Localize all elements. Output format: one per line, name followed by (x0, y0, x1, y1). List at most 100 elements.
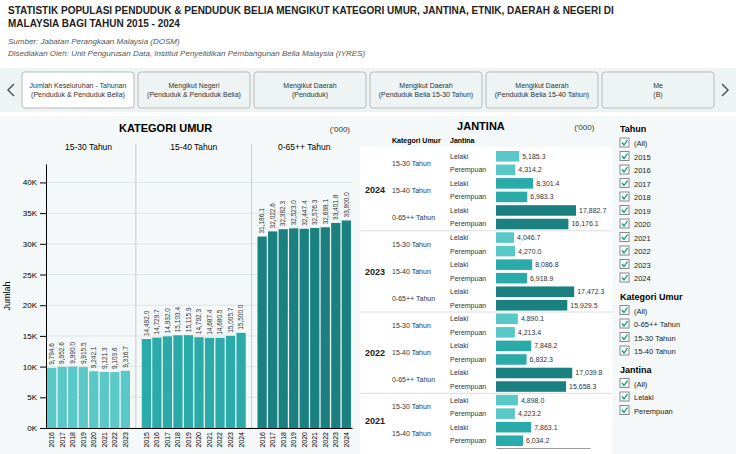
x-tick-label: 2021 (101, 432, 108, 448)
row-label: Lelaki (450, 424, 469, 431)
row-label: Lelaki (450, 207, 469, 214)
nav-tab-label-line: (Penduduk Belia 15-30 Tahun) (379, 91, 473, 99)
bar (496, 368, 572, 379)
subgroup-label: 0-65++ Tahun (392, 376, 435, 383)
bar (89, 371, 98, 428)
y-tick-mark (40, 428, 46, 429)
data-label: 4,270.0 (518, 248, 541, 255)
filter-option: 2021 (634, 234, 651, 243)
checkbox (620, 379, 629, 388)
subgroup-label: 15-40 Tahun (392, 430, 431, 437)
x-tick: 2017 (164, 432, 171, 448)
data-label: 33,800.0 (343, 192, 350, 218)
filter-panel: Tahun(All)201520162017201820192020202120… (612, 116, 736, 454)
group-label: 2022 (365, 348, 385, 358)
group-label: 15-40 Tahun (170, 142, 217, 152)
checkmark (622, 348, 628, 353)
x-tick: 2015 (143, 432, 150, 448)
x-tick: 2019 (80, 432, 87, 448)
bar (496, 178, 533, 189)
bar (496, 286, 574, 297)
x-tick: 2022 (111, 432, 118, 448)
data-label: 6,034.2 (526, 437, 549, 444)
data-label: 15,103.4 (174, 307, 181, 333)
bar (321, 227, 330, 428)
x-tick-label: 2023 (227, 432, 234, 448)
filter-option: 2015 (634, 153, 651, 162)
data-label: 9,121.3 (101, 347, 108, 369)
checkbox (620, 206, 629, 215)
x-tick: 2016 (48, 432, 55, 448)
bar (496, 232, 514, 243)
bar (226, 336, 235, 428)
bar (496, 395, 518, 406)
nav-tab-label: Mengikut Daerah(Penduduk Belia 15-40 Tah… (495, 82, 589, 99)
x-tick-label: 2024 (343, 432, 350, 448)
subgroup-label: 15-40 Tahun (392, 268, 431, 275)
y-tick-mark (40, 305, 46, 306)
checkbox (620, 406, 629, 415)
data-label: 15,115.9 (185, 307, 192, 332)
x-axis: 2016201720182019202020212022202320152016… (47, 429, 353, 448)
y-axis: 0K5K10K15K20K25K30K35K40K (23, 165, 47, 434)
bar (496, 259, 532, 270)
bar (496, 381, 566, 392)
data-label: 8,086.8 (535, 261, 558, 268)
x-tick: 2022 (322, 432, 329, 448)
y-tick-label: 40K (23, 178, 38, 187)
y-axis-title: Jumlah (2, 281, 12, 310)
row-label: Perempuan (450, 166, 486, 174)
data-label: 9,242.1 (90, 346, 97, 368)
bar (496, 435, 523, 446)
x-tick: 2020 (195, 432, 202, 448)
chart-title: KATEGORI UMUR (119, 122, 212, 134)
x-tick: 2020 (301, 432, 308, 448)
bar (496, 246, 515, 257)
subgroup-label: 15-30 Tahun (392, 160, 431, 167)
y-tick: 40K (23, 178, 46, 187)
filter-option: 2018 (634, 193, 651, 202)
filter-option: 15-30 Tahun (634, 334, 676, 343)
data-label: 6,832.3 (530, 356, 553, 363)
y-tick: 10K (23, 363, 46, 372)
row-label: Lelaki (450, 288, 469, 295)
data-label: 6,983.3 (530, 193, 553, 200)
bar (496, 219, 568, 230)
filter-option: 2022 (634, 247, 651, 256)
bar (142, 339, 151, 428)
data-label: 8,301.4 (536, 180, 559, 187)
bar (152, 338, 161, 428)
bar (258, 237, 267, 428)
subgroup-label: 0-65++ Tahun (392, 295, 435, 302)
filter-option: 15-40 Tahun (634, 347, 676, 356)
subgroup-label: 15-30 Tahun (392, 403, 431, 410)
x-tick: 2016 (259, 432, 266, 448)
x-tick: 2024 (343, 432, 350, 448)
bar (496, 300, 567, 311)
x-tick-label: 2023 (122, 432, 129, 448)
bar (496, 314, 518, 325)
checkmark (622, 381, 628, 386)
x-tick: 2019 (185, 432, 192, 448)
data-label: 9,915.5 (80, 342, 87, 364)
subgroup-label: 15-40 Tahun (392, 349, 431, 356)
checkbox (620, 138, 629, 147)
y-tick: 5K (27, 393, 46, 402)
row-label: Perempuan (450, 193, 486, 201)
row-label: Perempuan (450, 356, 486, 364)
nav-background (0, 68, 736, 112)
x-tick-label: 2024 (238, 432, 245, 448)
row-label: Lelaki (450, 315, 469, 322)
checkmark (622, 194, 628, 199)
data-label: 14,492.0 (143, 310, 150, 336)
checkmark (622, 167, 628, 172)
bar (68, 367, 77, 428)
x-tick-label: 2016 (153, 432, 160, 448)
row-label: Lelaki (450, 342, 469, 349)
bar (268, 231, 277, 428)
data-label: 15,658.3 (569, 383, 596, 390)
x-tick-label: 2018 (280, 432, 287, 448)
x-tick: 2023 (122, 432, 129, 448)
bar (496, 192, 527, 203)
page-title-line: STATISTIK POPULASI PENDUDUK & PENDUDUK B… (8, 5, 614, 16)
